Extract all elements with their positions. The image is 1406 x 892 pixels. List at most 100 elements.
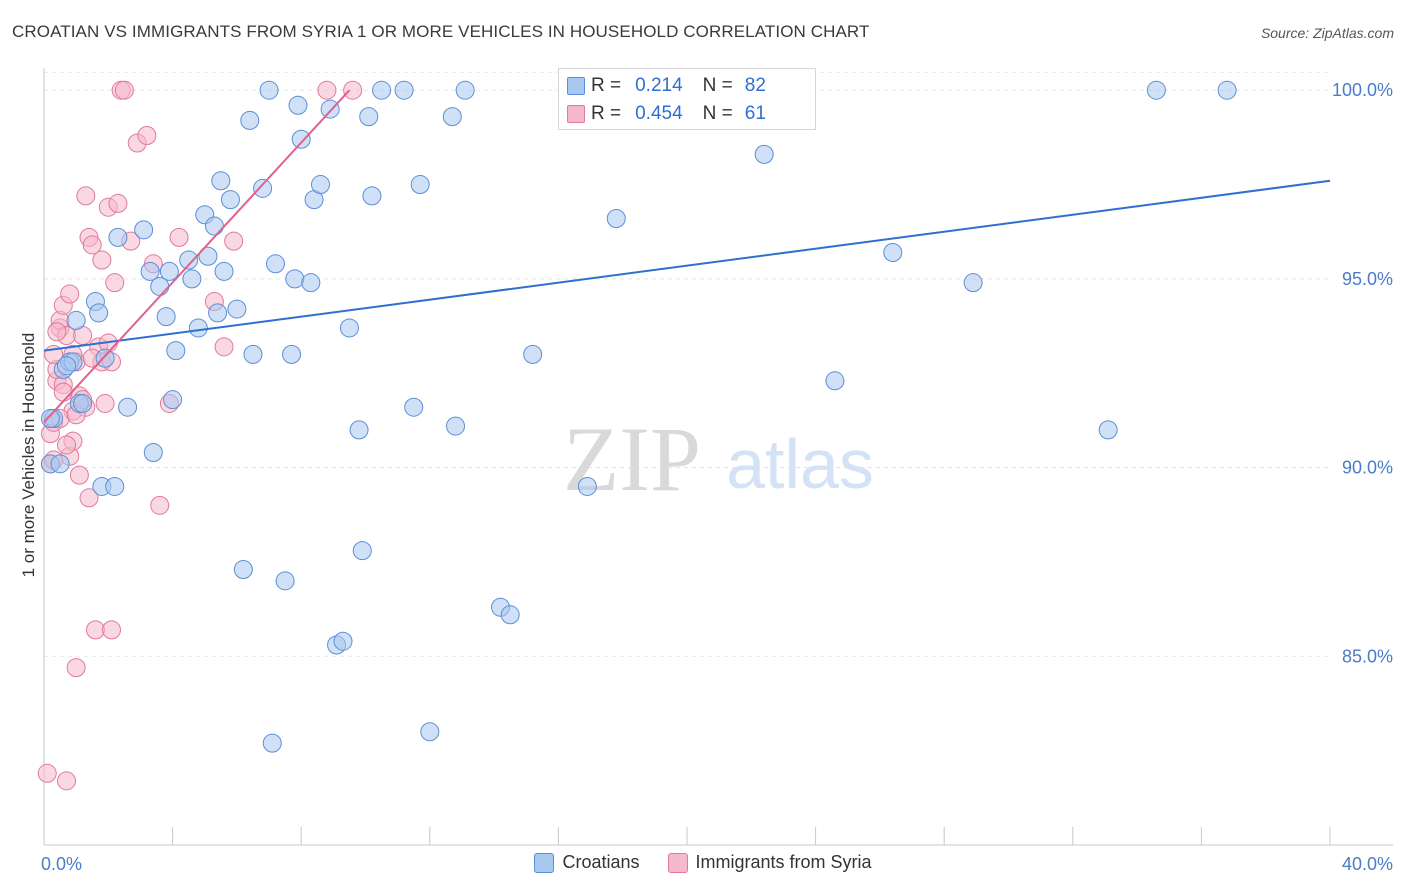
croatians-point[interactable] (214, 261, 234, 281)
syria-point[interactable] (169, 227, 189, 247)
croatians-point[interactable] (143, 443, 163, 462)
croatians-point[interactable] (253, 178, 273, 198)
syria-point[interactable] (53, 382, 73, 402)
syria-point[interactable] (37, 763, 57, 783)
croatians-point[interactable] (95, 348, 115, 368)
legend-item-croatians[interactable]: Croatians (534, 852, 640, 873)
croatians-point[interactable] (1098, 420, 1118, 440)
croatians-point[interactable] (163, 390, 183, 410)
croatians-point[interactable] (89, 303, 109, 323)
croatians-point[interactable] (1217, 80, 1237, 100)
croatians-point[interactable] (372, 80, 392, 100)
croatians-point[interactable] (211, 171, 231, 191)
croatians-point[interactable] (394, 80, 414, 100)
croatians-point[interactable] (182, 269, 202, 289)
syria-point[interactable] (92, 250, 112, 270)
croatians-point[interactable] (240, 110, 260, 130)
croatians-point[interactable] (442, 107, 462, 127)
croatians-point[interactable] (198, 246, 218, 266)
croatians-point[interactable] (108, 227, 128, 247)
syria-point[interactable] (105, 273, 125, 293)
croatians-point[interactable] (362, 186, 382, 206)
croatians-point[interactable] (265, 254, 285, 274)
croatians-point[interactable] (188, 318, 208, 338)
syria-point[interactable] (79, 488, 99, 508)
croatians-point[interactable] (40, 409, 60, 429)
stats-n-label: N = (702, 75, 733, 96)
croatians-point[interactable] (134, 220, 154, 240)
croatians-point[interactable] (1146, 80, 1166, 100)
stats-legend: R = 0.214 N = 82 R = 0.454 N = 61 (558, 68, 816, 130)
syria-point[interactable] (47, 322, 67, 342)
source-label: Source: ZipAtlas.com (1260, 25, 1394, 41)
croatians-point[interactable] (179, 250, 199, 270)
croatians-point[interactable] (500, 605, 520, 625)
croatians-point[interactable] (310, 175, 330, 195)
croatians-point[interactable] (963, 273, 983, 293)
croatians-point[interactable] (282, 344, 302, 364)
syria-point[interactable] (214, 337, 234, 357)
stats-r-value: 0.454 (635, 103, 683, 124)
croatians-point[interactable] (140, 261, 160, 281)
syria-point[interactable] (57, 771, 77, 791)
croatians-point[interactable] (118, 397, 138, 417)
croatians-point[interactable] (455, 80, 475, 100)
croatians-point[interactable] (352, 541, 372, 561)
syria-point[interactable] (85, 620, 105, 640)
croatians-point[interactable] (333, 631, 353, 651)
croatians-point[interactable] (275, 571, 295, 591)
croatians-point[interactable] (883, 242, 903, 262)
croatians-point[interactable] (243, 344, 263, 364)
syria-point[interactable] (95, 393, 115, 413)
syria-point[interactable] (114, 80, 134, 100)
croatians-point[interactable] (227, 299, 247, 319)
croatians-point[interactable] (166, 341, 186, 361)
croatians-point[interactable] (320, 99, 340, 119)
croatians-point[interactable] (410, 175, 430, 195)
croatians-point[interactable] (259, 80, 279, 100)
croatians-point[interactable] (606, 209, 626, 229)
syria-point[interactable] (108, 193, 128, 213)
croatians-point[interactable] (73, 393, 93, 413)
croatians-point[interactable] (301, 273, 321, 293)
syria-point[interactable] (76, 186, 96, 206)
croatians-point[interactable] (262, 733, 282, 753)
syria-point[interactable] (224, 231, 244, 251)
croatians-point[interactable] (420, 722, 440, 742)
syria-point[interactable] (57, 435, 77, 455)
croatians-point[interactable] (523, 344, 543, 364)
croatians-point[interactable] (57, 356, 77, 376)
croatians-point[interactable] (233, 559, 253, 579)
syria-point[interactable] (60, 284, 80, 304)
croatians-point[interactable] (156, 307, 176, 327)
croatians-point[interactable] (159, 261, 179, 281)
syria-point[interactable] (317, 80, 337, 100)
legend-item-syria[interactable]: Immigrants from Syria (667, 852, 872, 873)
croatians-point[interactable] (66, 310, 86, 330)
croatians-point[interactable] (50, 454, 70, 474)
axes: 85.0% 90.0% 95.0% 100.0% 0.0% 40.0% (41, 68, 1393, 874)
syria-point[interactable] (82, 235, 102, 255)
croatians-point[interactable] (446, 416, 466, 436)
croatians-point[interactable] (825, 371, 845, 391)
croatians-point[interactable] (105, 476, 125, 496)
syria-point[interactable] (137, 125, 157, 145)
croatians-point[interactable] (220, 190, 240, 210)
croatians-point[interactable] (349, 420, 369, 440)
croatians-point[interactable] (204, 216, 224, 236)
croatians-point[interactable] (285, 269, 305, 289)
syria-point[interactable] (102, 620, 122, 640)
croatians-point[interactable] (291, 129, 311, 149)
croatians-point[interactable] (208, 303, 228, 323)
croatians-point[interactable] (288, 95, 308, 115)
syria-point[interactable] (150, 495, 170, 515)
syria-point[interactable] (66, 658, 86, 678)
croatians-point[interactable] (339, 318, 359, 338)
syria-point[interactable] (343, 80, 363, 100)
croatians-point[interactable] (577, 476, 597, 496)
croatians-point[interactable] (754, 144, 774, 164)
syria-point[interactable] (69, 465, 89, 485)
croatians-point[interactable] (404, 397, 424, 417)
croatians-point[interactable] (359, 107, 379, 127)
